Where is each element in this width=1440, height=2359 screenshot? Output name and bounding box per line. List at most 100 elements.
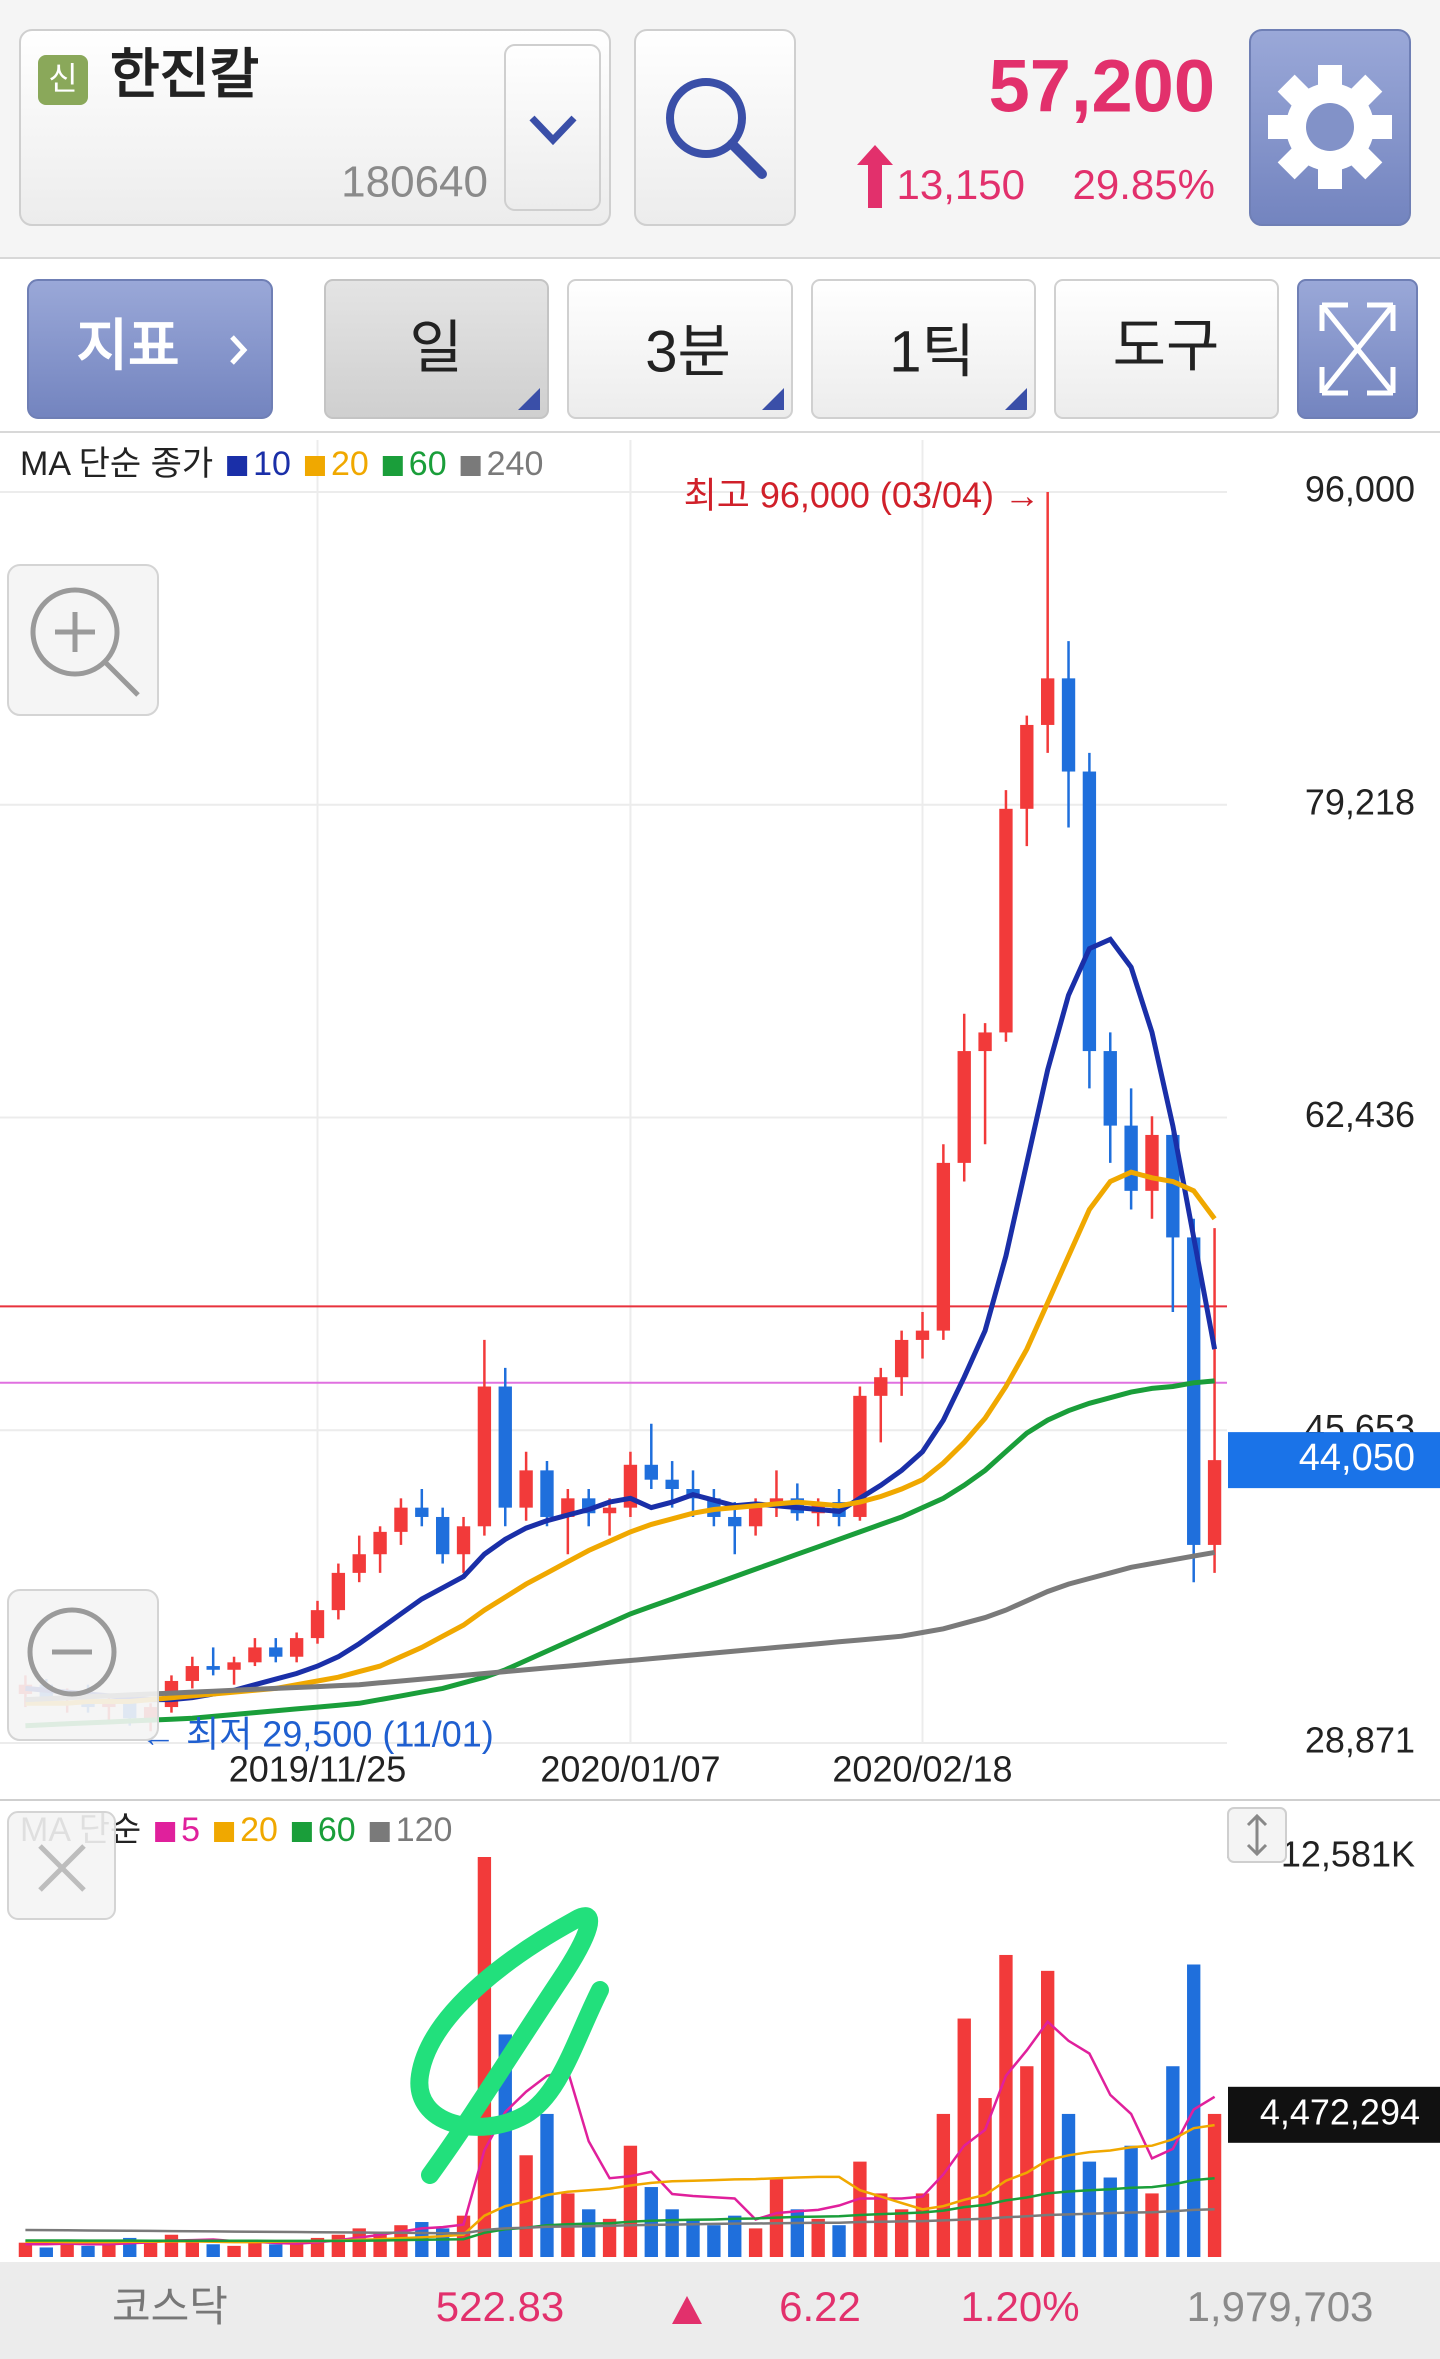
volume-bar [936,2113,951,2257]
legend-label: 60 [318,1811,356,1849]
legend-swatch [214,1822,235,1842]
interval-label: 3분 [645,319,731,384]
ma-line [25,2176,1215,2243]
indicator-button[interactable] [27,279,273,419]
corner-mark [1005,388,1027,410]
candle-body [540,1470,554,1517]
candle-body [936,1162,951,1331]
candle-body [248,1647,262,1663]
zoom-out-button[interactable] [7,1589,159,1741]
candle-body [894,1339,909,1378]
up-triangle [672,2296,702,2324]
candle-body [978,1032,992,1052]
candle-body [206,1666,220,1670]
period-label: 일 [409,315,462,380]
dropdown-button[interactable] [504,44,601,211]
volume-bar [874,2193,888,2257]
up-arrow [857,145,893,208]
zoom-in-icon [30,587,120,677]
candle-body [1145,1134,1159,1191]
price-change-pct: 29.85% [1073,161,1215,208]
corner-mark [762,388,784,410]
candle-body [289,1638,304,1657]
candle-body [602,1507,617,1514]
legend-swatch [227,456,248,476]
candle-body [728,1516,742,1527]
tick-button[interactable] [811,279,1036,419]
candle-body [331,1572,346,1611]
volume-bar [790,2209,805,2257]
settings-icon [1268,65,1392,189]
candle-body [1082,771,1097,1052]
volume-bar [665,2209,679,2257]
x-tick-label: 2020/02/18 [832,1749,1012,1790]
volume-bar [60,2241,74,2257]
volume-bar [1061,2113,1076,2257]
volume-bar [164,2234,179,2257]
tick-label: 1틱 [889,319,975,384]
volume-bar [185,2241,200,2257]
volume-bar [102,2244,116,2257]
volume-bar [1082,2161,1097,2257]
candle-body [456,1526,471,1555]
candle-body [1103,1051,1117,1126]
zoom-out-icon [27,1607,117,1697]
market-name: 코스닥 [112,2283,228,2330]
candle-body [394,1507,408,1532]
footer-bg [0,2262,1440,2359]
search-button[interactable] [634,29,796,226]
volume-bar [999,1954,1013,2257]
y-tick-label: 62,436 [1305,1094,1415,1135]
close-icon [38,1844,86,1892]
market-change-pct: 1.20% [960,2283,1079,2330]
candle-body [1207,1460,1222,1545]
volume-bar [206,2244,220,2257]
candle-body [227,1662,241,1670]
candle-body [1166,1134,1180,1238]
badge: 신 [48,60,77,96]
legend-swatch [304,456,325,476]
candle-body [1040,678,1055,725]
volume-bar [331,2234,346,2257]
volume-bar [582,2209,596,2257]
volume-bar [1040,1970,1055,2257]
legend-label: 20 [240,1811,278,1849]
volume-bar [540,2113,554,2257]
period-button[interactable] [324,279,549,419]
volume-bar [1207,2113,1222,2257]
legend-label: 20 [331,445,369,483]
y-tick-label: 79,218 [1305,781,1415,822]
candle-body [853,1395,867,1517]
candle-body [310,1610,325,1639]
candle-body [644,1464,658,1480]
candle-body [1061,678,1076,772]
tools-button[interactable] [1054,279,1279,419]
volume-bar [477,1857,492,2257]
market-volume: 1,979,703 [1187,2283,1374,2330]
ma-line [25,1169,1217,1706]
dropdown-icon [529,115,577,146]
candle-body [1187,1237,1201,1545]
badge-bg [38,55,88,105]
interval-button[interactable] [567,279,793,419]
volume-bar [707,2225,721,2257]
last-price-label: 44,050 [1299,1437,1415,1479]
volume-bar [748,2228,763,2257]
stock-selector[interactable] [19,29,611,226]
resize-icon [1246,1813,1268,1857]
legend-swatch [460,456,481,476]
candle-body [435,1516,450,1555]
legend-title: MA 단순 종가 [20,445,213,483]
stock-code: 180640 [341,158,488,207]
legend-swatch [369,1822,390,1842]
candle-body [352,1554,366,1573]
last-price-tag [1228,1432,1440,1489]
legend-label: 120 [396,1811,453,1849]
candle-body [477,1386,492,1527]
y-tick-label: 96,000 [1305,469,1415,510]
volume-bar [978,2098,992,2257]
ma-line [25,936,1218,1703]
